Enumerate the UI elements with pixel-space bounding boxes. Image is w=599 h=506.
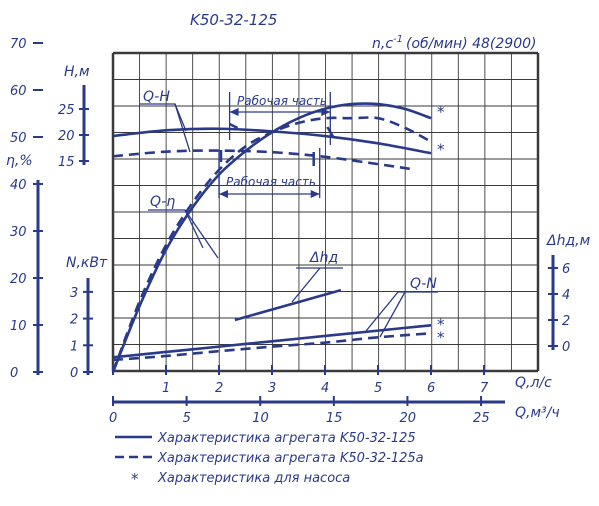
head-tick-label: 15 xyxy=(58,155,75,170)
qeta-dashed-curve xyxy=(111,116,432,373)
qh-dashed-curve xyxy=(112,149,410,171)
head-axis-label: H,м xyxy=(64,64,90,80)
efficiency-axis-label: η,% xyxy=(6,153,33,169)
label-leader-line xyxy=(174,103,191,153)
pump-only-marker: * xyxy=(437,103,445,121)
npsh-curve-label: Δhд xyxy=(309,250,338,266)
efficiency-tick-label: 20 xyxy=(10,272,27,287)
speed-label: n,c-1 (об/мин) 48(2900) xyxy=(372,34,537,52)
power-axis-label: N,кВт xyxy=(66,255,108,271)
efficiency-tick-label: 30 xyxy=(10,225,27,240)
flow-ls-tick-label: 3 xyxy=(268,381,276,396)
label-leader-line xyxy=(365,291,399,332)
working-zone-top-arrowhead xyxy=(321,108,331,116)
legend: Характеристика агрегата K50-32-125 Харак… xyxy=(115,431,424,488)
curve-layer: **** xyxy=(111,92,445,373)
npsh-axis-label: Δhд,м xyxy=(546,233,591,249)
flow-ls-tick-label: 5 xyxy=(374,381,382,396)
flow-ls-tick-label: 7 xyxy=(480,381,489,396)
efficiency-tick-label: 60 xyxy=(10,84,27,99)
flow-ls-tick-label: 6 xyxy=(427,381,435,396)
legend-star-symbol: * xyxy=(131,470,139,488)
pump-only-marker: * xyxy=(437,140,445,158)
working-zone-bottom-arrowhead xyxy=(219,190,228,198)
flow-m3h-axis-label: Q,м³/ч xyxy=(515,405,560,421)
qh-curve-label: Q-H xyxy=(143,89,170,105)
qn-curve-label: Q-N xyxy=(410,276,437,292)
working-zone-top-tick xyxy=(326,126,335,138)
efficiency-tick-label: 50 xyxy=(10,131,27,146)
legend-dashed-text: Характеристика агрегата K50-32-125a xyxy=(157,451,424,466)
power-tick-label: 3 xyxy=(70,286,78,301)
flow-ls-tick-label: 1 xyxy=(162,381,170,396)
flow-m3h-tick-label: 0 xyxy=(109,411,117,426)
head-tick-label: 20 xyxy=(58,129,75,144)
working-zone-top-arrowhead xyxy=(229,108,239,116)
npsh-tick-label: 0 xyxy=(562,340,570,355)
pump-only-marker: * xyxy=(437,315,445,333)
efficiency-tick-label: 40 xyxy=(10,178,27,193)
power-tick-label: 0 xyxy=(70,366,78,381)
legend-star-text: Характеристика для насоса xyxy=(157,471,350,486)
working-zone-bottom-label: Рабочая часть xyxy=(226,175,316,189)
flow-ls-tick-label: 4 xyxy=(321,381,329,396)
qeta-curve-label: Q-η xyxy=(150,194,175,210)
axis-layer: 1 2 3 4 5 6 70 5 10 15 20 2501020304050607015202501… xyxy=(10,37,570,426)
label-leader-line xyxy=(148,209,204,249)
flow-m3h-tick-label: 20 xyxy=(399,411,416,426)
chart-title: K50-32-125 xyxy=(190,11,277,29)
working-zone-top-tick xyxy=(229,122,239,130)
head-tick-label: 25 xyxy=(58,103,75,118)
flow-m3h-tick-label: 15 xyxy=(326,411,343,426)
working-zone-bottom-arrowhead xyxy=(310,190,320,198)
flow-m3h-tick-label: 25 xyxy=(473,411,490,426)
qn-solid-curve xyxy=(112,323,432,359)
legend-solid-text: Характеристика агрегата K50-32-125 xyxy=(157,431,416,446)
power-tick-label: 1 xyxy=(70,339,78,354)
npsh-tick-label: 4 xyxy=(562,288,570,303)
label-leader-line xyxy=(184,209,219,259)
efficiency-tick-label: 70 xyxy=(10,37,27,52)
qn-dashed-curve xyxy=(112,331,432,362)
npsh-curve xyxy=(234,288,342,322)
flow-ls-tick-label: 2 xyxy=(215,381,223,396)
flow-m3h-tick-label: 10 xyxy=(252,411,269,426)
label-leader-line xyxy=(291,267,321,303)
working-zone-top-label: Рабочая часть xyxy=(237,94,327,108)
label-leader-line xyxy=(379,291,406,338)
efficiency-tick-label: 0 xyxy=(10,366,18,381)
power-tick-label: 2 xyxy=(70,313,78,328)
npsh-tick-label: 6 xyxy=(562,262,570,277)
flow-m3h-tick-label: 5 xyxy=(183,411,191,426)
grid-layer xyxy=(111,51,540,373)
pump-only-marker: * xyxy=(437,329,445,347)
flow-ls-axis-label: Q,л/с xyxy=(515,375,552,391)
efficiency-tick-label: 10 xyxy=(10,319,27,334)
npsh-tick-label: 2 xyxy=(562,314,570,329)
